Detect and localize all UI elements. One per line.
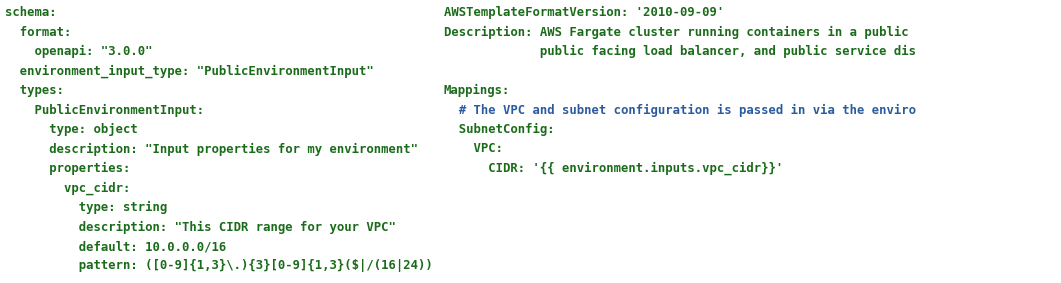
Text: Description: AWS Fargate cluster running containers in a public: Description: AWS Fargate cluster running…: [443, 25, 908, 38]
Text: environment_input_type: "PublicEnvironmentInput": environment_input_type: "PublicEnvironme…: [5, 65, 373, 78]
Text: SubnetConfig:: SubnetConfig:: [443, 123, 555, 136]
Text: description: "Input properties for my environment": description: "Input properties for my en…: [5, 143, 418, 156]
Text: type: object: type: object: [5, 123, 138, 136]
Text: pattern: ([0-9]{1,3}\.){3}[0-9]{1,3}($|/(16|24)): pattern: ([0-9]{1,3}\.){3}[0-9]{1,3}($|/…: [5, 260, 433, 273]
Text: AWSTemplateFormatVersion: '2010-09-09': AWSTemplateFormatVersion: '2010-09-09': [443, 6, 725, 19]
Text: # The VPC and subnet configuration is passed in via the enviro: # The VPC and subnet configuration is pa…: [443, 104, 916, 117]
Text: openapi: "3.0.0": openapi: "3.0.0": [5, 45, 153, 58]
Text: public facing load balancer, and public service dis: public facing load balancer, and public …: [443, 45, 916, 58]
Text: VPC:: VPC:: [443, 143, 503, 155]
Text: schema:: schema:: [5, 6, 56, 19]
Text: format:: format:: [5, 25, 71, 38]
Text: vpc_cidr:: vpc_cidr:: [5, 181, 131, 195]
Text: types:: types:: [5, 84, 64, 97]
Text: description: "This CIDR range for your VPC": description: "This CIDR range for your V…: [5, 220, 396, 233]
Text: Mappings:: Mappings:: [443, 84, 510, 97]
Text: type: string: type: string: [5, 201, 168, 214]
Text: default: 10.0.0.0/16: default: 10.0.0.0/16: [5, 240, 226, 253]
Text: properties:: properties:: [5, 162, 131, 175]
Text: PublicEnvironmentInput:: PublicEnvironmentInput:: [5, 104, 204, 117]
Text: CIDR: '{{ environment.inputs.vpc_cidr}}': CIDR: '{{ environment.inputs.vpc_cidr}}': [443, 162, 783, 175]
